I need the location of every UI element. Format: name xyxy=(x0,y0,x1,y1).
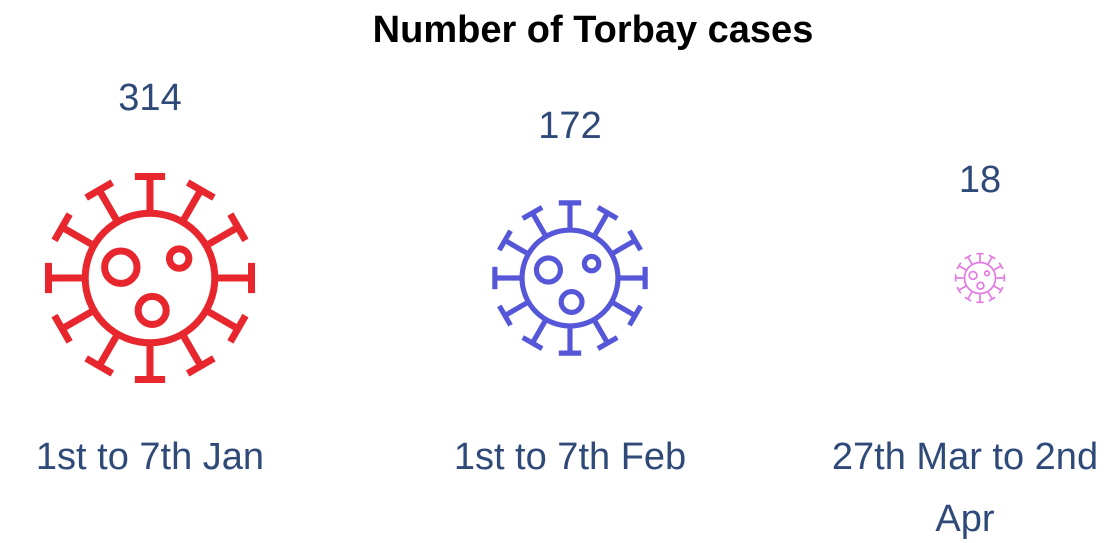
virus-spike xyxy=(987,291,993,300)
virus-spot xyxy=(533,255,564,285)
virus-spike xyxy=(958,285,967,291)
virus-spike-cap xyxy=(51,212,73,243)
virus-spike xyxy=(987,256,993,265)
virus-body xyxy=(81,209,219,347)
virus-spike xyxy=(993,265,1002,271)
virus-spike-cap xyxy=(227,212,249,243)
virus-spike xyxy=(180,188,204,221)
virus-spike-cap xyxy=(988,254,996,260)
virus-spike-cap xyxy=(998,262,1004,270)
virus-spike-cap xyxy=(998,286,1004,294)
virus-spot xyxy=(558,288,585,315)
virus-spike-cap xyxy=(497,229,513,252)
value-label: 172 xyxy=(538,105,601,147)
virus-spike xyxy=(503,238,528,256)
chart-title: Number of Torbay cases xyxy=(373,9,814,51)
virus-spike xyxy=(60,308,93,332)
virus-spike-cap xyxy=(84,355,115,377)
virus-spike-cap xyxy=(964,254,972,260)
virus-spike-cap xyxy=(627,229,643,252)
virus-spike-cap xyxy=(956,262,962,270)
virus-icon xyxy=(492,200,648,356)
virus-spot xyxy=(165,245,193,272)
virus-spike xyxy=(207,308,240,332)
virus-spike xyxy=(503,300,528,318)
category-label: 1st to 7th Feb xyxy=(453,436,687,478)
virus-spike-cap xyxy=(988,296,996,302)
virus-spot xyxy=(101,247,141,287)
virus-spike xyxy=(612,300,637,318)
virus-spot xyxy=(581,253,602,274)
category-label: 1st to 7th Jan xyxy=(35,436,265,478)
value-label: 314 xyxy=(118,77,181,119)
virus-spike-cap xyxy=(185,355,216,377)
virus-spot xyxy=(976,281,985,290)
virus-spike-cap xyxy=(964,296,972,302)
virus-spike xyxy=(967,256,973,265)
virus-spike xyxy=(530,211,548,236)
virus-spike-cap xyxy=(84,179,115,201)
virus-spike xyxy=(530,320,548,345)
virus-spot xyxy=(968,270,978,281)
virus-spike xyxy=(180,335,204,368)
virus-spike-cap xyxy=(185,179,216,201)
virus-icon xyxy=(954,252,1006,304)
virus-spike xyxy=(967,291,973,300)
value-label: 18 xyxy=(959,159,1001,201)
virus-spike xyxy=(592,211,610,236)
virus-spike xyxy=(96,188,120,221)
virus-spike xyxy=(96,335,120,368)
virus-spot xyxy=(983,270,991,277)
virus-spike xyxy=(612,238,637,256)
virus-spike-cap xyxy=(521,205,544,221)
virus-icon xyxy=(44,172,256,384)
virus-spike xyxy=(958,265,967,271)
virus-body xyxy=(963,261,997,295)
virus-spike-cap xyxy=(627,304,643,327)
virus-spike-cap xyxy=(51,313,73,344)
virus-spike-cap xyxy=(521,335,544,351)
virus-spike-cap xyxy=(596,205,619,221)
virus-spike xyxy=(592,320,610,345)
virus-spike-cap xyxy=(497,304,513,327)
virus-spike xyxy=(993,285,1002,291)
virus-spike-cap xyxy=(596,335,619,351)
category-label: 27th Mar to 2nd Apr xyxy=(831,436,1099,540)
virus-spike-cap xyxy=(956,286,962,294)
virus-body xyxy=(519,227,621,329)
virus-spot xyxy=(134,292,170,328)
virus-spike xyxy=(207,224,240,248)
virus-spike-cap xyxy=(227,313,249,344)
virus-spike xyxy=(60,224,93,248)
